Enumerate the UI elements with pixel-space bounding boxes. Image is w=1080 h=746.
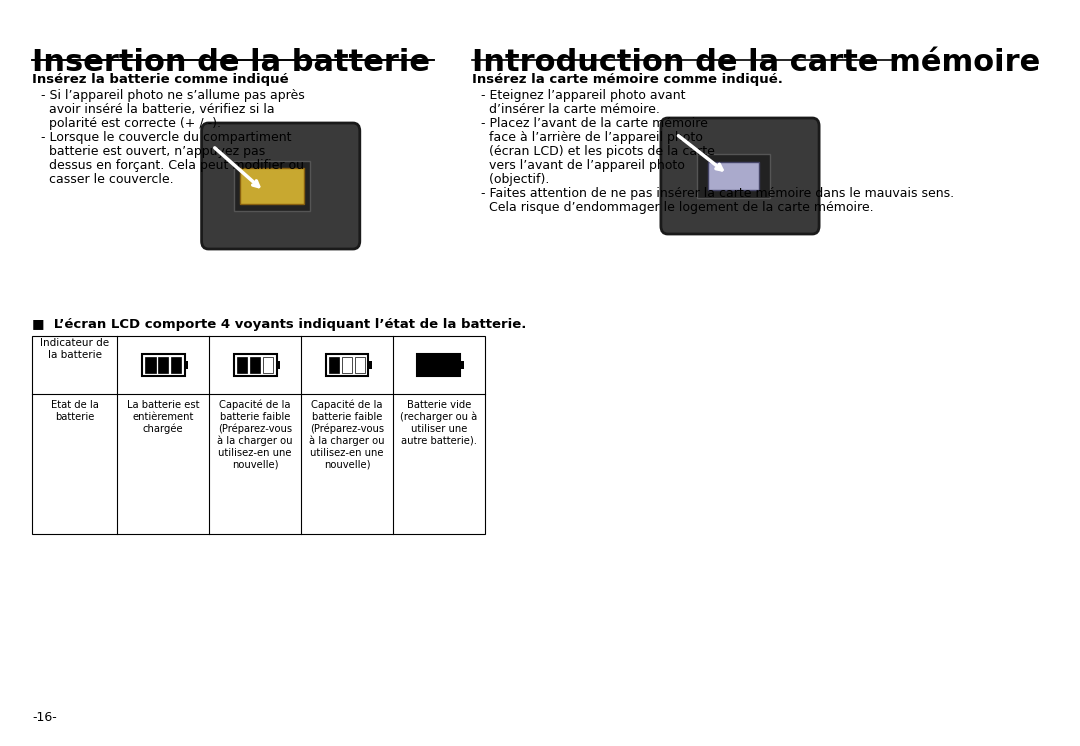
Text: casser le couvercle.: casser le couvercle. [41, 173, 174, 186]
Bar [698, 154, 770, 198]
Bar [146, 357, 156, 373]
Text: Insérez la batterie comme indiqué: Insérez la batterie comme indiqué [32, 73, 289, 86]
Text: Capacité de la
batterie faible
(Préparez-vous
à la charger ou
utilisez-en une
no: Capacité de la batterie faible (Préparez… [217, 400, 293, 470]
Bar [707, 162, 759, 190]
Bar [342, 357, 352, 373]
Text: Introduction de la carte mémoire: Introduction de la carte mémoire [472, 48, 1040, 77]
Text: Etat de la
batterie: Etat de la batterie [51, 400, 98, 421]
Bar [354, 357, 365, 373]
Text: - Si l’appareil photo ne s’allume pas après: - Si l’appareil photo ne s’allume pas ap… [41, 89, 305, 102]
Text: dessus en forçant. Cela peut modifier ou: dessus en forçant. Cela peut modifier ou [41, 159, 303, 172]
Bar [238, 357, 247, 373]
Text: La batterie est
entièrement
chargée: La batterie est entièrement chargée [127, 400, 200, 434]
Text: Batterie vide
(recharger ou à
utiliser une
autre batterie).: Batterie vide (recharger ou à utiliser u… [401, 400, 477, 445]
FancyBboxPatch shape [202, 123, 360, 249]
Bar [158, 357, 168, 373]
Text: -16-: -16- [32, 711, 57, 724]
Text: Insérez la carte mémoire comme indiqué.: Insérez la carte mémoire comme indiqué. [472, 73, 783, 86]
Text: face à l’arrière de l’appareil photo: face à l’arrière de l’appareil photo [481, 131, 702, 144]
Bar [262, 357, 273, 373]
Text: Capacité de la
batterie faible
(Préparez-vous
à la charger ou
utilisez-en une
no: Capacité de la batterie faible (Préparez… [309, 400, 384, 470]
Text: Indicateur de
la batterie: Indicateur de la batterie [40, 338, 109, 360]
Text: vers l’avant de l’appareil photo: vers l’avant de l’appareil photo [481, 159, 685, 172]
Bar [185, 360, 188, 369]
Text: - Placez l’avant de la carte mémoire: - Placez l’avant de la carte mémoire [481, 117, 707, 130]
Text: ■  L’écran LCD comporte 4 voyants indiquant l’état de la batterie.: ■ L’écran LCD comporte 4 voyants indiqua… [32, 318, 527, 331]
Text: (écran LCD) et les picots de la carte: (écran LCD) et les picots de la carte [481, 145, 715, 158]
Text: avoir inséré la batterie, vérifiez si la: avoir inséré la batterie, vérifiez si la [41, 103, 274, 116]
Text: - Faites attention de ne pas insérer la carte mémoire dans le mauvais sens.: - Faites attention de ne pas insérer la … [481, 187, 954, 200]
Bar [329, 357, 339, 373]
Bar [32, 336, 485, 534]
FancyBboxPatch shape [661, 118, 819, 234]
Bar [418, 354, 460, 376]
Text: Cela risque d’endommager le logement de la carte mémoire.: Cela risque d’endommager le logement de … [481, 201, 874, 214]
Bar [171, 357, 181, 373]
Bar [233, 354, 276, 376]
Bar [460, 360, 463, 369]
Bar [234, 161, 310, 211]
Bar [249, 357, 260, 373]
Text: polarité est correcte (+ / -).: polarité est correcte (+ / -). [41, 117, 220, 130]
Text: - Eteignez l’appareil photo avant: - Eteignez l’appareil photo avant [481, 89, 685, 102]
Bar [368, 360, 372, 369]
Bar [240, 168, 303, 204]
Text: d’insérer la carte mémoire.: d’insérer la carte mémoire. [481, 103, 660, 116]
Text: Insertion de la batterie: Insertion de la batterie [32, 48, 430, 77]
Text: batterie est ouvert, n’appuyez pas: batterie est ouvert, n’appuyez pas [41, 145, 265, 158]
Bar [141, 354, 185, 376]
Bar [325, 354, 368, 376]
Text: (objectif).: (objectif). [481, 173, 549, 186]
Text: - Lorsque le couvercle du compartiment: - Lorsque le couvercle du compartiment [41, 131, 292, 144]
Bar [276, 360, 280, 369]
